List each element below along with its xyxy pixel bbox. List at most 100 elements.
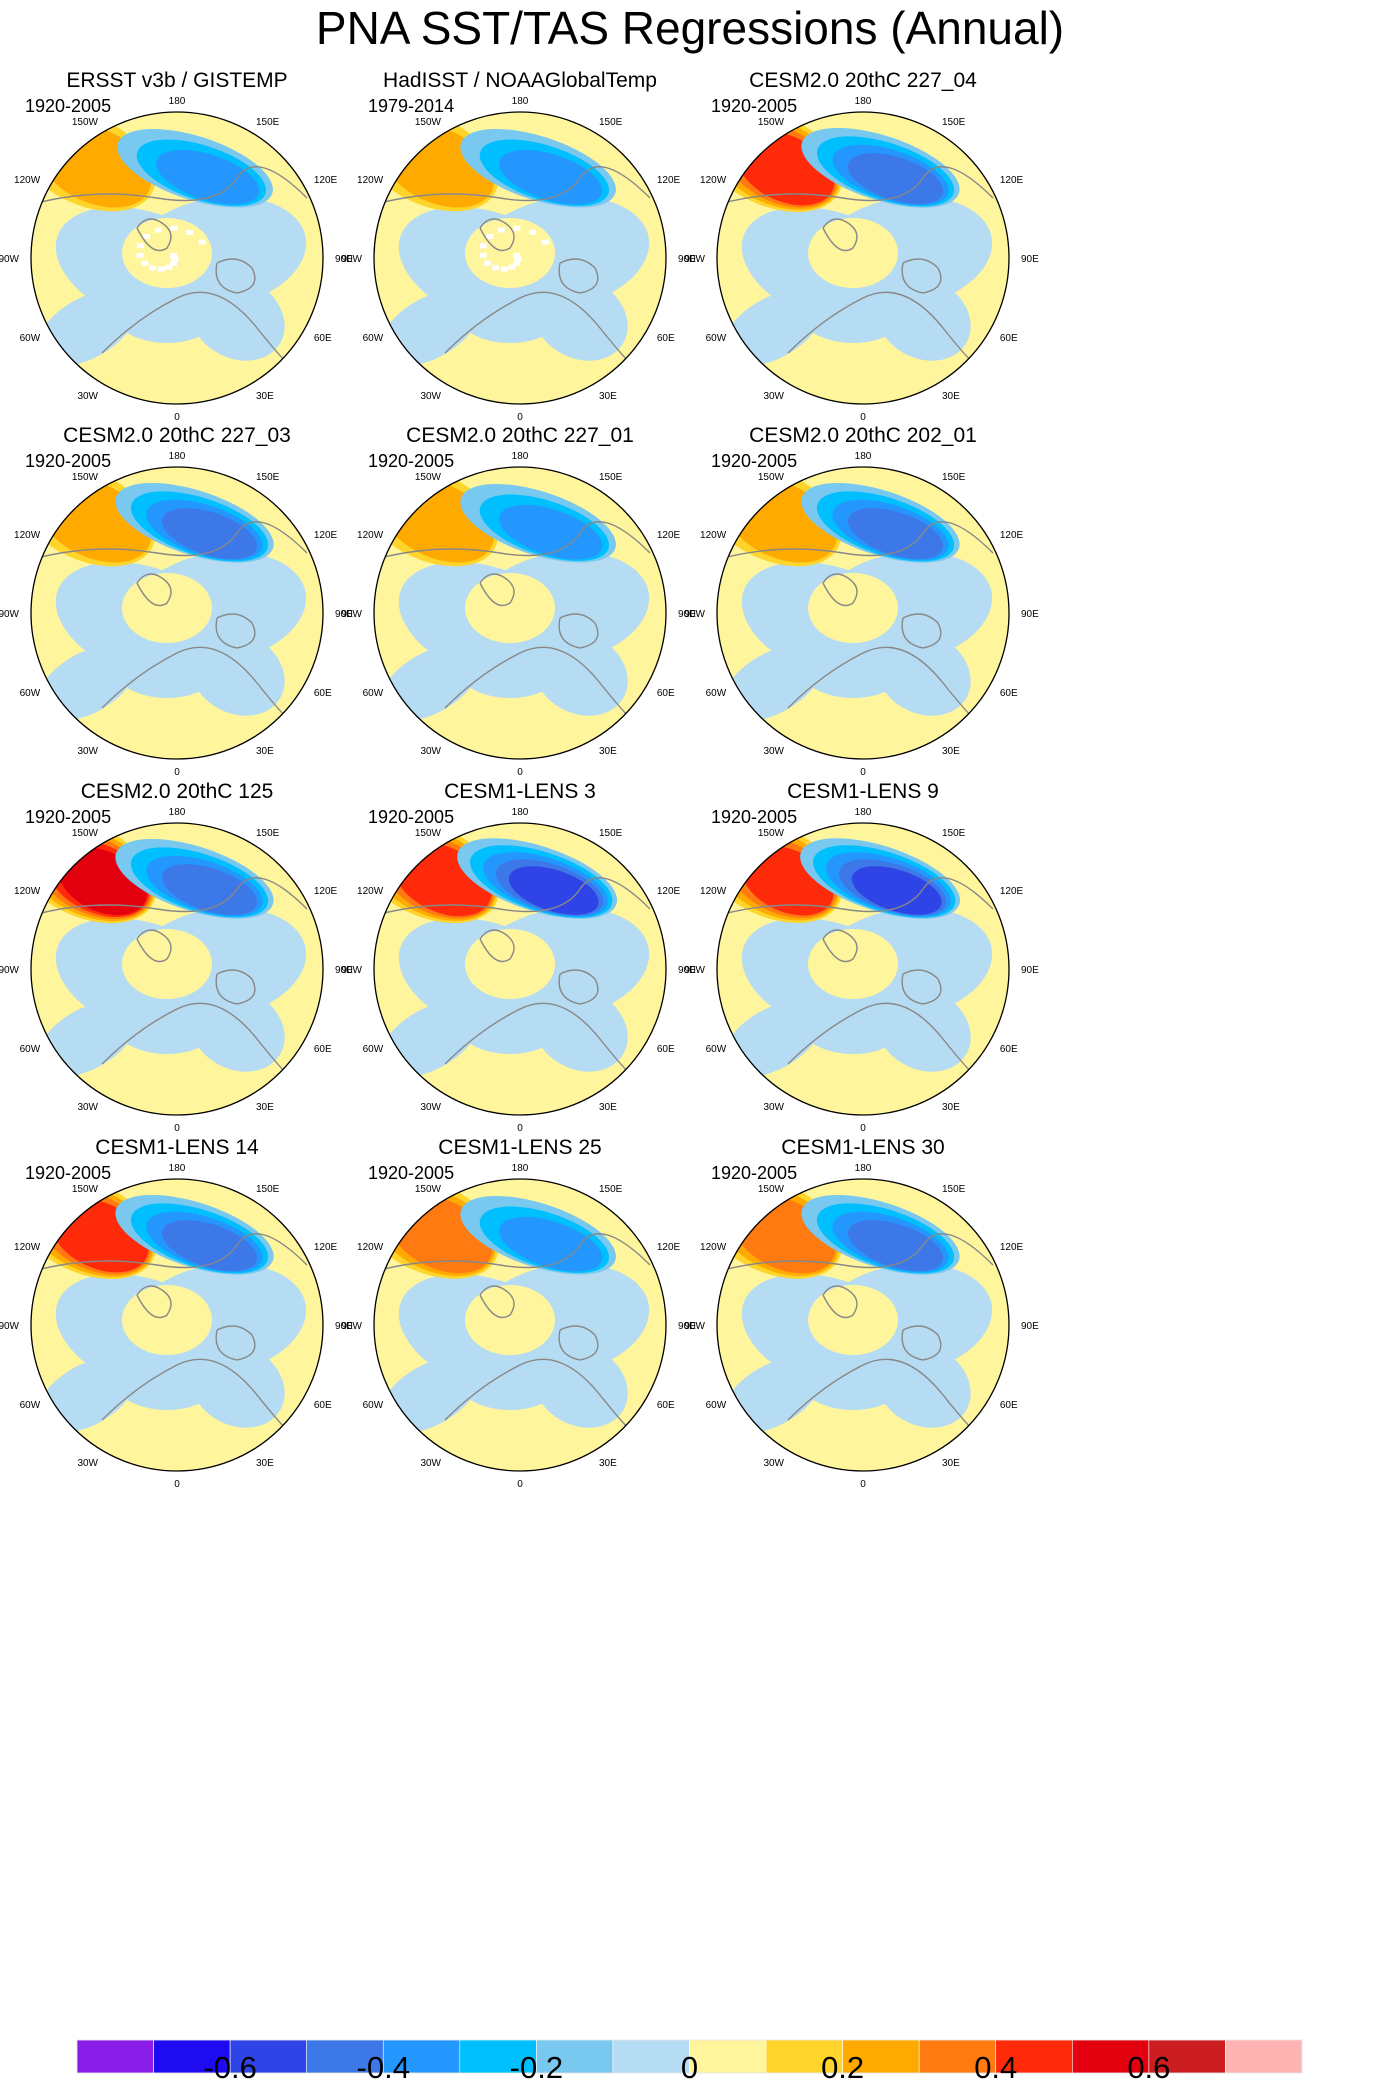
- longitude-tick-label: 90W: [0, 965, 20, 976]
- colorbar-swatch: [765, 2039, 843, 2074]
- regression-field: [31, 112, 323, 404]
- longitude-tick-label: 0: [174, 412, 180, 423]
- longitude-tick-label: 0: [860, 1479, 866, 1490]
- longitude-tick-label: 180: [855, 807, 872, 818]
- longitude-tick-label: 120W: [700, 530, 727, 541]
- missing-data-patch: [136, 252, 144, 258]
- longitude-tick-label: 120E: [1000, 1242, 1024, 1253]
- arctic-anomaly: [122, 573, 212, 643]
- longitude-tick-label: 60E: [314, 333, 332, 344]
- longitude-tick-label: 150E: [942, 1184, 966, 1195]
- longitude-tick-label: 90W: [684, 1321, 705, 1332]
- longitude-tick-label: 30W: [420, 1458, 441, 1469]
- longitude-tick-label: 180: [855, 1163, 872, 1174]
- missing-data-patch: [170, 260, 178, 266]
- colorbar-tick-label: 0.4: [974, 2050, 1017, 2085]
- panel-title: CESM1-LENS 14: [95, 1136, 259, 1159]
- missing-data-patch: [508, 264, 516, 270]
- panel-title: CESM2.0 20thC 125: [81, 780, 274, 803]
- missing-data-patch: [143, 234, 151, 240]
- colorbar-swatch: [76, 2039, 154, 2074]
- longitude-tick-label: 120E: [1000, 175, 1024, 186]
- regression-field: [31, 1179, 323, 1471]
- longitude-tick-label: 150W: [415, 828, 442, 839]
- longitude-tick-label: 60E: [657, 688, 675, 699]
- cool-anomaly-contour: [847, 153, 944, 205]
- longitude-tick-label: 150E: [942, 828, 966, 839]
- map-panel: CESM2.0 20thC 227_01 1920-2005 180 150E 120E…: [341, 424, 696, 778]
- longitude-tick-label: 0: [860, 1123, 866, 1134]
- map-boundary: [716, 466, 1010, 760]
- map-boundary: [30, 466, 324, 760]
- panel-title: ERSST v3b / GISTEMP: [66, 69, 287, 92]
- longitude-tick-label: 150W: [72, 117, 99, 128]
- cool-anomaly-region: [189, 275, 285, 361]
- longitude-tick-label: 90W: [0, 1321, 20, 1332]
- panel-period: 1920-2005: [25, 807, 111, 827]
- longitude-tick-label: 150W: [758, 117, 785, 128]
- missing-data-patch: [498, 227, 506, 233]
- missing-data-patch: [479, 243, 487, 249]
- longitude-tick-label: 30E: [942, 746, 960, 757]
- longitude-tick-label: 90E: [335, 965, 353, 976]
- longitude-tick-label: 180: [169, 1163, 186, 1174]
- longitude-tick-label: 60E: [314, 1044, 332, 1055]
- map-panel: CESM2.0 20thC 227_04 1920-2005 180 150E 120E…: [684, 69, 1039, 423]
- regression-field: [717, 823, 1009, 1115]
- longitude-tick-label: 150E: [256, 1184, 280, 1195]
- longitude-tick-label: 60W: [706, 1044, 727, 1055]
- arctic-anomaly: [808, 218, 898, 288]
- cool-anomaly-region: [532, 630, 628, 716]
- longitude-tick-label: 120E: [314, 1242, 338, 1253]
- cool-anomaly-contour: [851, 866, 942, 915]
- longitude-tick-label: 180: [512, 451, 529, 462]
- figure-title: PNA SST/TAS Regressions (Annual): [316, 2, 1064, 54]
- longitude-tick-label: 30E: [599, 391, 617, 402]
- longitude-tick-label: 90W: [341, 965, 362, 976]
- cool-anomaly-contour: [847, 1220, 944, 1272]
- cool-anomaly-region: [37, 645, 137, 721]
- longitude-tick-label: 0: [860, 767, 866, 778]
- missing-data-patch: [529, 229, 537, 235]
- missing-data-patch: [170, 253, 177, 258]
- colorbar-swatch: [536, 2039, 614, 2074]
- regression-field: [31, 467, 323, 759]
- longitude-tick-label: 120W: [357, 530, 384, 541]
- longitude-tick-label: 30W: [77, 391, 98, 402]
- cool-anomaly-contour: [508, 866, 599, 915]
- longitude-tick-label: 0: [517, 1479, 523, 1490]
- map-boundary: [373, 1178, 667, 1472]
- longitude-tick-label: 30E: [942, 391, 960, 402]
- panel-period: 1979-2014: [368, 96, 454, 116]
- longitude-tick-label: 60E: [657, 333, 675, 344]
- missing-data-patch: [500, 266, 508, 272]
- longitude-tick-label: 30E: [599, 1102, 617, 1113]
- longitude-tick-label: 90E: [335, 1321, 353, 1332]
- cool-anomaly-region: [37, 1357, 137, 1433]
- panel-title: CESM1-LENS 3: [444, 780, 596, 803]
- missing-data-patch: [484, 260, 492, 266]
- cool-anomaly-region: [189, 1342, 285, 1428]
- longitude-tick-label: 30W: [763, 746, 784, 757]
- panel-period: 1920-2005: [711, 1163, 797, 1183]
- colorbar-tick-label: 0.6: [1127, 2050, 1170, 2085]
- longitude-tick-label: 120E: [314, 886, 338, 897]
- panel-period: 1920-2005: [25, 1163, 111, 1183]
- map-panel: ERSST v3b / GISTEMP 1920-2005 180 150E 120E 9…: [0, 69, 353, 423]
- longitude-tick-label: 150W: [415, 1184, 442, 1195]
- cool-anomaly-contour: [161, 864, 258, 916]
- longitude-tick-label: 120W: [357, 1242, 384, 1253]
- longitude-tick-label: 90E: [678, 254, 696, 265]
- map-boundary: [30, 1178, 324, 1472]
- missing-data-patch: [479, 252, 487, 258]
- longitude-tick-label: 60W: [20, 1400, 41, 1411]
- colorbar-tick-label: 0: [681, 2050, 698, 2085]
- longitude-tick-label: 120E: [657, 1242, 681, 1253]
- longitude-tick-label: 60E: [657, 1400, 675, 1411]
- cool-anomaly-contour: [499, 149, 603, 205]
- longitude-tick-label: 30W: [420, 391, 441, 402]
- longitude-tick-label: 150W: [758, 472, 785, 483]
- map-panel: CESM1-LENS 25 1920-2005 180 150E 120E 90E 60E 3…: [341, 1136, 696, 1490]
- longitude-tick-label: 60W: [363, 688, 384, 699]
